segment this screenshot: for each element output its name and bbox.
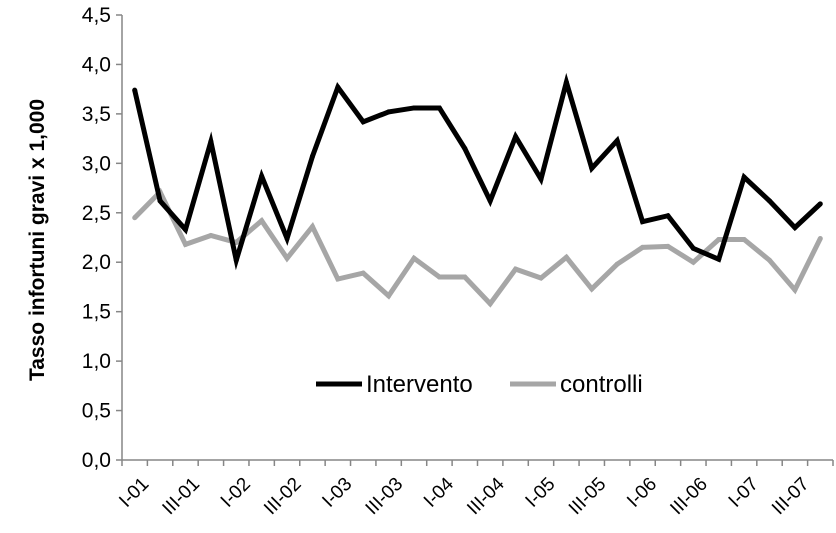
data-point-intervento	[690, 245, 696, 251]
data-point-controlli	[487, 301, 493, 307]
x-tick-label: III-04	[463, 473, 509, 519]
data-point-intervento	[767, 198, 773, 204]
data-point-controlli	[767, 257, 773, 263]
x-tick-label: III-07	[768, 474, 813, 519]
legend: Intervento controlli	[316, 371, 643, 398]
data-point-intervento	[563, 79, 569, 85]
data-point-controlli	[716, 236, 722, 242]
x-tick-label: I-06	[623, 474, 661, 512]
x-tick-label: I-07	[725, 474, 763, 512]
data-point-controlli	[462, 274, 468, 280]
data-point-intervento	[208, 139, 214, 145]
y-tick-label: 3,0	[82, 152, 111, 175]
data-point-intervento	[386, 109, 392, 115]
y-tick-label: 1,5	[82, 301, 111, 324]
data-point-intervento	[411, 105, 417, 111]
data-point-controlli	[690, 259, 696, 265]
data-point-intervento	[665, 213, 671, 219]
series-line-intervento	[132, 72, 823, 271]
y-tick-label: 2,0	[82, 251, 111, 274]
data-point-controlli	[665, 243, 671, 249]
data-point-controlli	[208, 233, 214, 239]
data-point-intervento	[462, 146, 468, 151]
data-point-controlli	[259, 218, 265, 224]
data-point-intervento	[513, 134, 519, 140]
data-point-intervento	[741, 174, 747, 180]
data-point-intervento	[182, 227, 188, 233]
legend-label-intervento: Intervento	[366, 371, 473, 398]
series-layer	[132, 72, 823, 308]
data-point-controlli	[589, 286, 595, 292]
y-tick-label: 0,0	[82, 449, 111, 472]
data-point-intervento	[538, 176, 544, 182]
x-tick-label: III-05	[565, 474, 610, 519]
x-tick-label: I-05	[522, 474, 560, 512]
data-point-controlli	[513, 266, 519, 272]
data-point-controlli	[132, 215, 138, 221]
data-point-controlli	[614, 261, 620, 267]
y-tick-label: 4,5	[82, 4, 111, 27]
x-tick-label: III-01	[159, 474, 204, 519]
data-point-controlli	[411, 255, 417, 261]
data-point-controlli	[182, 241, 188, 247]
x-tick-label: I-02	[217, 474, 255, 512]
x-tick-label: I-03	[318, 474, 356, 512]
data-point-intervento	[589, 165, 595, 171]
y-tick-label: 2,5	[82, 202, 111, 225]
data-point-intervento	[716, 256, 722, 262]
data-point-controlli	[309, 224, 315, 230]
data-point-intervento	[284, 235, 290, 241]
data-point-controlli	[640, 244, 646, 250]
data-point-controlli	[335, 276, 341, 282]
data-point-controlli	[563, 254, 569, 260]
y-axis-label: Tasso infortuni gravi x 1,000	[26, 99, 49, 381]
x-tick-label: III-06	[666, 474, 711, 519]
data-point-intervento	[233, 257, 239, 263]
data-point-controlli	[436, 274, 442, 280]
data-point-intervento	[259, 173, 265, 179]
data-point-intervento	[487, 198, 493, 204]
data-point-controlli	[360, 270, 366, 276]
y-axis: 0,0 0,5 1,0 1,5 2,0 2,5 3,0 3,5 4,0 4,5	[82, 4, 123, 472]
legend-label-controlli: controlli	[560, 371, 643, 398]
data-point-intervento	[335, 84, 341, 90]
data-point-controlli	[817, 235, 823, 241]
data-point-intervento	[436, 105, 442, 111]
data-point-controlli	[538, 275, 544, 281]
data-point-intervento	[792, 225, 798, 231]
x-tick-label: III-03	[362, 474, 407, 519]
y-tick-label: 4,0	[82, 53, 111, 76]
x-tick-label: I-04	[420, 473, 458, 511]
data-point-intervento	[132, 87, 138, 93]
data-point-intervento	[360, 119, 366, 125]
x-tick-label: I-01	[115, 474, 153, 512]
x-tick-label: III-02	[260, 474, 305, 519]
data-point-intervento	[817, 201, 823, 207]
y-tick-label: 3,5	[82, 103, 111, 126]
data-point-intervento	[640, 219, 646, 225]
data-point-controlli	[741, 236, 747, 242]
data-point-intervento	[157, 198, 163, 204]
x-axis: I-01 III-01 I-02 III-02 I-03 III-03 I-04 III-04…	[115, 459, 834, 519]
y-tick-label: 1,0	[82, 350, 111, 373]
data-point-intervento	[614, 138, 620, 144]
data-point-controlli	[792, 287, 798, 293]
series-line-controlli	[132, 187, 823, 308]
y-tick-label: 0,5	[82, 400, 111, 423]
data-point-intervento	[309, 153, 315, 159]
data-point-controlli	[386, 293, 392, 299]
data-point-controlli	[284, 255, 290, 261]
